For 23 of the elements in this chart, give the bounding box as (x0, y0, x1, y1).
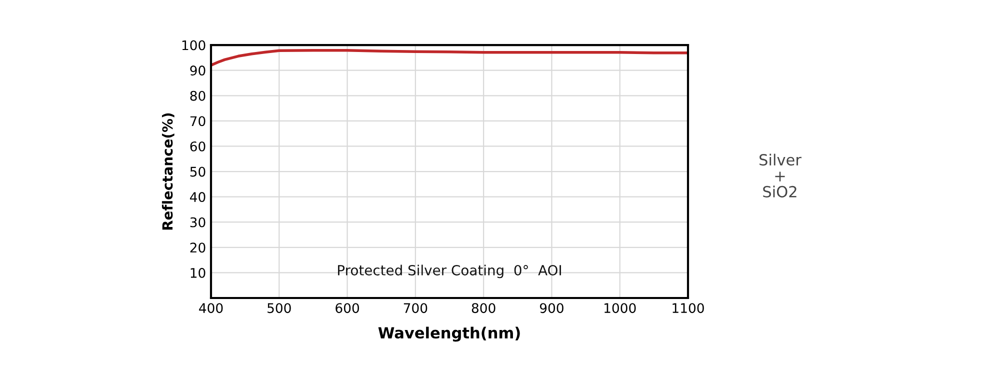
y-tick-label: 100 (182, 40, 206, 50)
y-axis-title: Reflectance(%) (162, 113, 174, 230)
y-tick-label: 50 (190, 166, 206, 177)
y-tick-label: 10 (190, 268, 206, 278)
annotation: Protected Silver Coating 0° AOI (338, 264, 561, 278)
x-tick-label: 800 (472, 303, 496, 314)
x-tick-label: 1100 (672, 303, 704, 314)
x-axis-title: Wavelength(nm) (378, 326, 520, 342)
y-tick-label: 20 (190, 242, 206, 253)
x-tick-label: 600 (336, 303, 359, 314)
x-tick-label: 500 (268, 303, 291, 314)
y-tick-label: 60 (190, 141, 206, 152)
line-series (211, 48, 688, 67)
x-tick-label: 1000 (604, 303, 636, 314)
y-tick-label: 40 (190, 192, 206, 202)
y-tick-label: 80 (190, 90, 206, 101)
x-tick-label: 900 (540, 303, 564, 314)
x-tick-label: 400 (199, 303, 223, 314)
x-tick-label: 700 (404, 303, 428, 314)
y-tick-label: 30 (190, 217, 206, 228)
text: Silver + SiO2 (760, 154, 802, 198)
y-tick-label: 70 (190, 116, 206, 126)
y-tick-label: 90 (190, 66, 206, 76)
